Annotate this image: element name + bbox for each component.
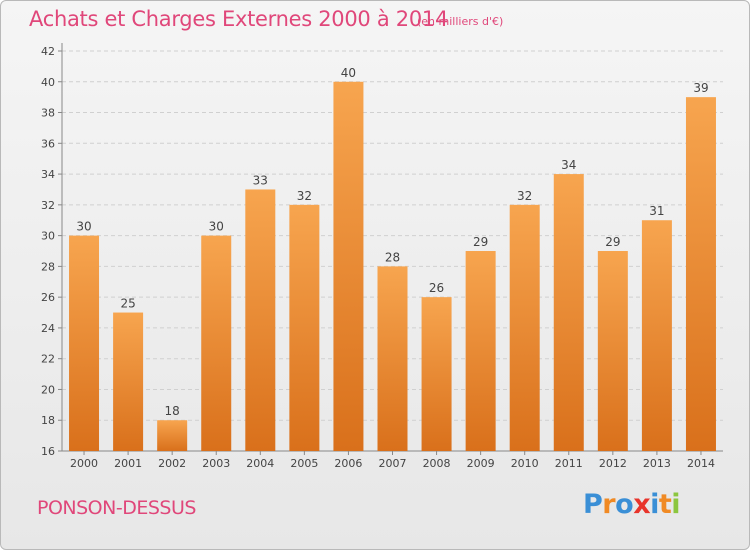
bar-2011 xyxy=(553,174,584,452)
value-label: 26 xyxy=(429,281,444,295)
y-tick-label: 22 xyxy=(41,353,55,366)
y-tick-label: 20 xyxy=(41,383,55,396)
bar-2005 xyxy=(289,204,320,451)
value-label: 39 xyxy=(693,81,708,95)
x-tick-label: 2002 xyxy=(158,457,186,470)
x-tick-label: 2003 xyxy=(202,457,230,470)
value-label: 29 xyxy=(605,235,620,249)
y-tick-label: 32 xyxy=(41,199,55,212)
value-label: 29 xyxy=(473,235,488,249)
value-label: 30 xyxy=(209,220,224,234)
x-tick-label: 2011 xyxy=(555,457,583,470)
bar-2013 xyxy=(641,220,672,451)
y-tick-labels: 16 18 20 22 24 26 28 30 32 34 36 38 40 42 xyxy=(41,45,55,458)
bar-2003 xyxy=(201,235,232,451)
chart-subtitle: (en milliers d'€) xyxy=(417,15,504,28)
logo-letter: i xyxy=(650,489,659,520)
x-tick-label: 2014 xyxy=(687,457,715,470)
logo-letter: x xyxy=(633,489,651,520)
x-tick-label: 2006 xyxy=(334,457,362,470)
bar-2007 xyxy=(377,266,408,451)
bar-2008 xyxy=(421,297,452,451)
value-label: 32 xyxy=(517,189,532,203)
bars xyxy=(69,81,716,452)
bar-2006 xyxy=(333,81,364,452)
bar-2001 xyxy=(113,312,144,451)
logo-letter: r xyxy=(602,489,616,520)
x-tick-label: 2008 xyxy=(423,457,451,470)
bar-2009 xyxy=(465,251,496,451)
bar-2010 xyxy=(509,204,540,451)
x-tick-label: 2004 xyxy=(246,457,274,470)
y-tick-label: 40 xyxy=(41,76,55,89)
x-tick-label: 2005 xyxy=(290,457,318,470)
logo-letter: P xyxy=(583,489,603,520)
y-tick-label: 30 xyxy=(41,230,55,243)
value-label: 18 xyxy=(165,404,180,418)
x-tick-label: 2010 xyxy=(511,457,539,470)
proxiti-logo[interactable]: Proxiti xyxy=(583,489,681,520)
y-tick-label: 16 xyxy=(41,445,55,458)
value-label: 30 xyxy=(76,220,91,234)
y-tick-label: 26 xyxy=(41,291,55,304)
value-label: 28 xyxy=(385,250,400,264)
value-label: 25 xyxy=(120,297,135,311)
y-tick-label: 24 xyxy=(41,322,55,335)
x-tick-label: 2013 xyxy=(643,457,671,470)
x-tick-label: 2007 xyxy=(379,457,407,470)
y-tick-label: 28 xyxy=(41,260,55,273)
logo-letter: o xyxy=(615,489,634,520)
value-label: 31 xyxy=(649,204,664,218)
value-label: 40 xyxy=(341,66,356,80)
bar-2000 xyxy=(69,235,100,451)
x-tick-label: 2000 xyxy=(70,457,98,470)
value-label: 34 xyxy=(561,158,576,172)
y-tick-label: 38 xyxy=(41,107,55,120)
x-tick-label: 2012 xyxy=(599,457,627,470)
place-name: PONSON-DESSUS xyxy=(37,497,196,519)
value-label: 33 xyxy=(253,173,268,187)
x-tick-label: 2001 xyxy=(114,457,142,470)
logo-letter: i xyxy=(671,489,681,520)
y-tick-label: 34 xyxy=(41,168,55,181)
value-labels: 30 25 18 30 33 32 40 28 26 29 32 34 29 31 39 xyxy=(76,66,708,418)
bar-2014 xyxy=(685,97,716,452)
value-label: 32 xyxy=(297,189,312,203)
chart-title: Achats et Charges Externes 2000 à 2014 xyxy=(29,7,449,31)
bar-2012 xyxy=(597,251,628,451)
y-tick-label: 36 xyxy=(41,137,55,150)
y-tick-label: 42 xyxy=(41,45,55,58)
x-tick-labels: 2000 2001 2002 2003 2004 2005 2006 2007 2008 2009… xyxy=(70,451,715,470)
logo-letter: t xyxy=(658,489,672,520)
bar-2002 xyxy=(157,420,188,451)
bar-2004 xyxy=(245,189,276,451)
y-tick-label: 18 xyxy=(41,414,55,427)
x-tick-label: 2009 xyxy=(467,457,495,470)
